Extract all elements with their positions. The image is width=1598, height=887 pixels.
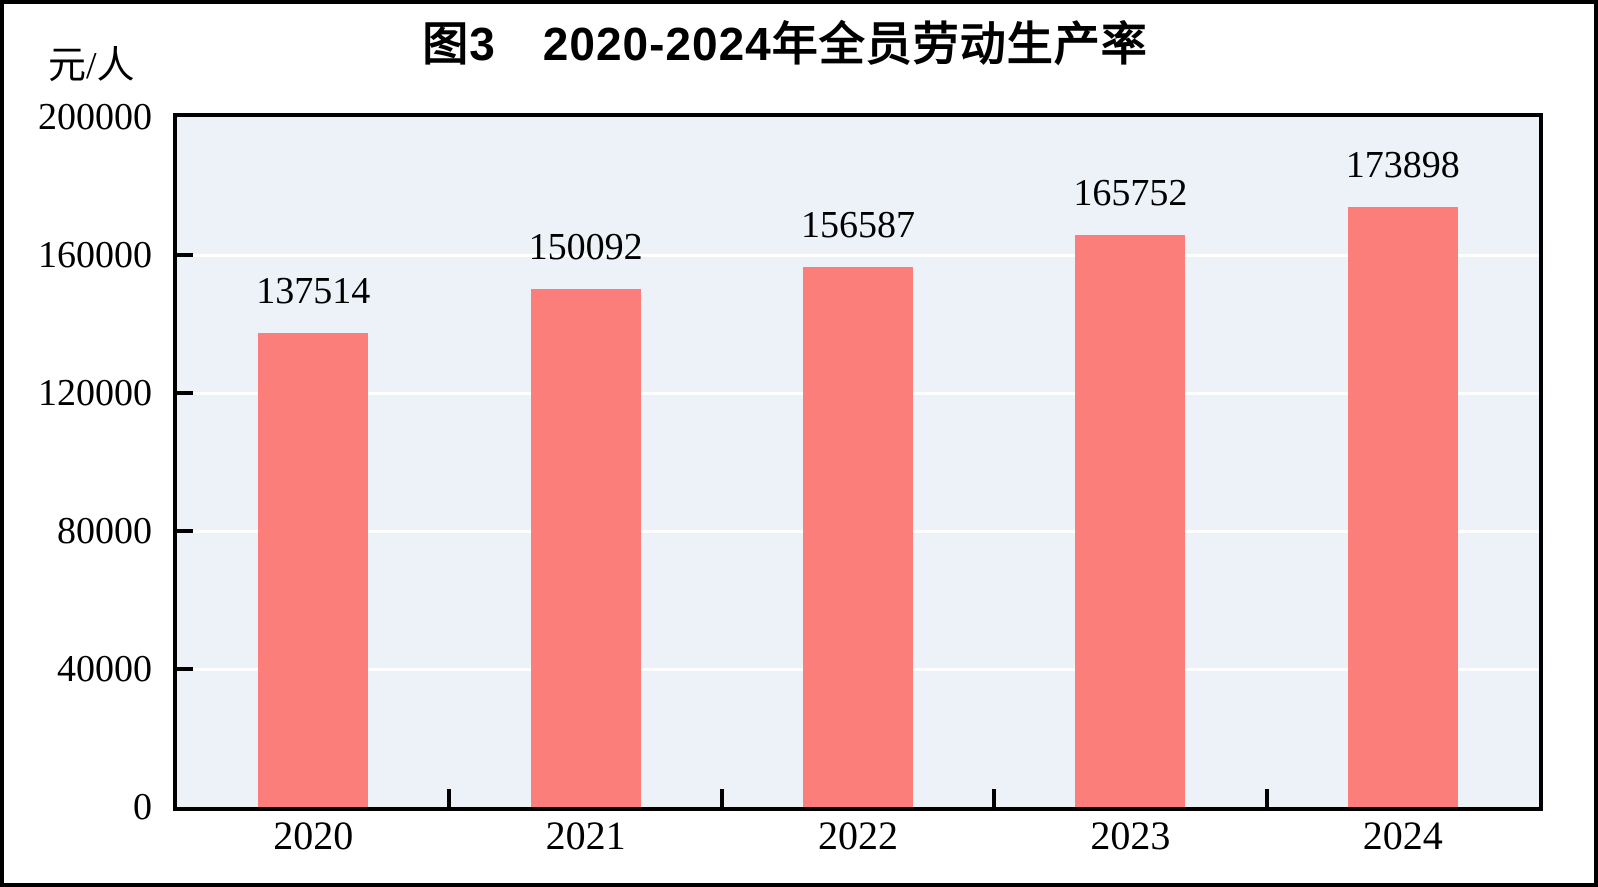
x-axis-tick <box>447 789 452 807</box>
y-tick-label: 160000 <box>38 234 152 276</box>
bar-2022 <box>803 266 913 807</box>
y-tick-label: 40000 <box>57 648 152 690</box>
x-tick-label: 2023 <box>1090 813 1171 858</box>
x-axis-tick <box>992 789 997 807</box>
x-tick-label: 2022 <box>818 813 898 858</box>
x-axis-tick <box>1264 789 1269 807</box>
x-tick-label: 2021 <box>545 813 626 858</box>
bar-value-label: 173898 <box>1345 144 1460 187</box>
chart-title: 图3 2020-2024年全员劳动生产率 <box>422 18 1148 70</box>
bar-value-label: 156587 <box>801 203 915 246</box>
x-tick-label: 2020 <box>273 813 354 858</box>
y-axis-unit-label: 元/人 <box>48 45 135 87</box>
bar-value-label: 137514 <box>256 269 371 312</box>
bar-2023 <box>1075 235 1186 807</box>
gridline <box>177 253 1539 257</box>
bar-2024 <box>1347 207 1458 807</box>
x-axis-tick <box>719 789 724 807</box>
bar-value-label: 150092 <box>528 226 643 269</box>
y-axis-tick <box>177 667 193 671</box>
bar-value-label: 165752 <box>1073 172 1188 215</box>
y-axis-tick <box>177 253 193 257</box>
x-tick-label: 2024 <box>1362 813 1443 858</box>
y-tick-label: 200000 <box>38 96 152 138</box>
y-axis-tick <box>177 529 193 533</box>
bar-2021 <box>530 289 641 807</box>
bar-2020 <box>258 332 369 807</box>
y-axis-tick <box>177 391 193 395</box>
y-tick-label: 80000 <box>57 510 152 552</box>
plot-area: 137514 150092 156587 165752 173898 <box>173 113 1543 811</box>
y-tick-label: 120000 <box>38 372 152 414</box>
y-tick-label: 0 <box>133 786 152 828</box>
